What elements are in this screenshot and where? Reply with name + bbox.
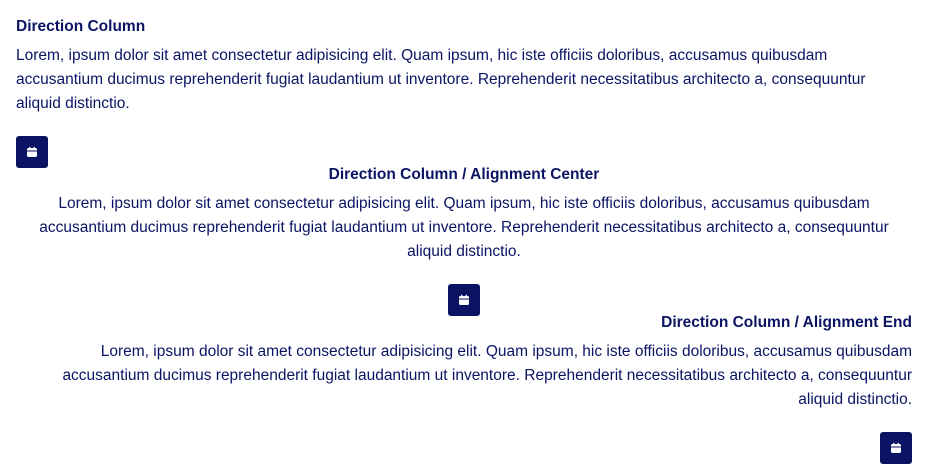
section-text: Lorem, ipsum dolor sit amet consectetur … — [16, 44, 912, 116]
section-alignment-center: Direction Column / Alignment Center Lore… — [16, 164, 912, 316]
section-title: Direction Column / Alignment Center — [329, 164, 600, 186]
calendar-button[interactable] — [880, 432, 912, 464]
section-text: Lorem, ipsum dolor sit amet consectetur … — [16, 340, 912, 412]
section-direction-column: Direction Column Lorem, ipsum dolor sit … — [16, 16, 912, 168]
section-alignment-end: Direction Column / Alignment End Lorem, … — [16, 312, 912, 464]
section-title: Direction Column / Alignment End — [661, 312, 912, 334]
section-title: Direction Column — [16, 16, 145, 38]
section-text: Lorem, ipsum dolor sit amet consectetur … — [16, 192, 912, 264]
calendar-icon — [890, 442, 902, 454]
calendar-icon — [26, 146, 38, 158]
calendar-icon — [458, 294, 470, 306]
